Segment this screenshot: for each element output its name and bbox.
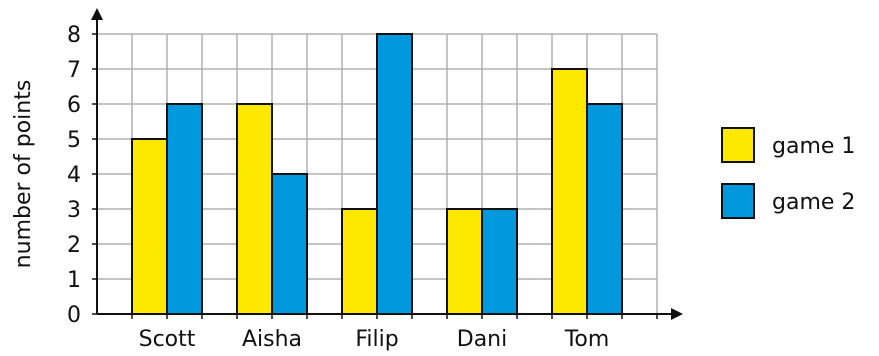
legend-swatch-game-2 bbox=[721, 183, 755, 219]
legend-label: game 2 bbox=[772, 190, 855, 215]
y-tick-label: 2 bbox=[67, 233, 81, 258]
y-tick-label: 6 bbox=[67, 93, 81, 118]
x-category-label: Scott bbox=[139, 327, 196, 352]
y-tick-label: 3 bbox=[67, 198, 81, 223]
bar-aisha-game-1 bbox=[236, 103, 273, 315]
x-category-label: Aisha bbox=[242, 327, 302, 352]
y-tick-label: 5 bbox=[67, 128, 81, 153]
y-tick-label: 4 bbox=[67, 163, 81, 188]
x-category-label: Dani bbox=[457, 327, 507, 352]
bar-dani-game-2 bbox=[481, 208, 518, 315]
bar-dani-game-1 bbox=[446, 208, 483, 315]
legend-swatch-game-1 bbox=[721, 127, 755, 163]
x-category-label: Tom bbox=[564, 327, 610, 352]
bars bbox=[131, 33, 623, 315]
bar-tom-game-2 bbox=[586, 103, 623, 315]
y-axis-label: number of points bbox=[11, 80, 36, 269]
x-category-label: Filip bbox=[355, 327, 398, 352]
axes bbox=[91, 8, 683, 320]
x-category-labels: Scott Aisha Filip Dani Tom bbox=[139, 327, 610, 352]
y-tick-label: 0 bbox=[67, 303, 81, 328]
bar-aisha-game-2 bbox=[271, 173, 308, 315]
y-axis-arrow-icon bbox=[91, 8, 103, 20]
bar-filip-game-2 bbox=[376, 33, 413, 315]
y-tick-label: 8 bbox=[67, 23, 81, 48]
y-tick-label: 1 bbox=[67, 268, 81, 293]
bar-filip-game-1 bbox=[341, 208, 378, 315]
bar-scott-game-2 bbox=[166, 103, 203, 315]
legend: game 1 game 2 bbox=[721, 127, 855, 219]
bar-tom-game-1 bbox=[551, 68, 588, 315]
legend-label: game 1 bbox=[772, 134, 855, 159]
y-tick-labels: 0 1 2 3 4 5 6 7 8 bbox=[67, 23, 81, 328]
y-tick-label: 7 bbox=[67, 58, 81, 83]
x-axis-arrow-icon bbox=[671, 308, 683, 320]
bar-scott-game-1 bbox=[131, 138, 168, 315]
